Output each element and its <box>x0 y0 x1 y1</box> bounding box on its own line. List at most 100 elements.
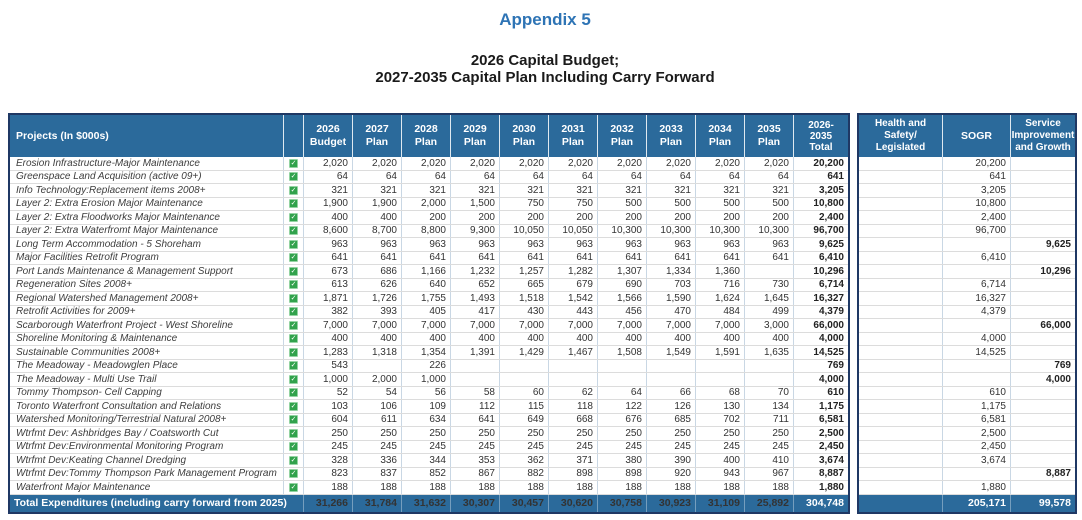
year-value-cell: 702 <box>696 413 745 426</box>
checkbox-cell: ✓ <box>284 454 304 467</box>
year-value-cell: 963 <box>647 238 696 251</box>
service-growth-cell <box>1011 441 1075 454</box>
project-name-cell: Regional Watershed Management 2008+ <box>10 292 284 305</box>
year-value-cell: 321 <box>598 184 647 197</box>
checkbox-icon[interactable]: ✓ <box>289 253 298 263</box>
year-value-cell: 641 <box>500 251 549 264</box>
year-value-cell: 64 <box>598 170 647 183</box>
checkbox-icon[interactable]: ✓ <box>289 158 298 168</box>
year-value-cell: 716 <box>696 278 745 291</box>
row-total-cell: 66,000 <box>813 319 844 331</box>
year-column-header: 2031 Plan <box>549 115 598 157</box>
checkbox-icon[interactable]: ✓ <box>289 320 298 330</box>
health-safety-column-header: Health and Safety/Legislated <box>859 115 943 157</box>
checkbox-icon[interactable]: ✓ <box>289 185 298 195</box>
year-value-cell <box>696 373 745 386</box>
sogr-cell <box>943 319 1011 332</box>
category-row: 6,714 <box>859 278 1075 292</box>
year-value-cell: 963 <box>304 238 353 251</box>
table-row: Tommy Thompson- Cell Capping ✓ 52 54 56 58 60 6… <box>10 386 848 400</box>
category-row: 6,581 <box>859 413 1075 427</box>
year-value-cell: 10,300 <box>647 224 696 237</box>
sogr-cell <box>943 238 1011 251</box>
checkbox-icon[interactable]: ✓ <box>289 469 298 479</box>
row-total-cell: 2,400 <box>818 211 844 223</box>
year-value-cell <box>745 265 794 278</box>
year-value-cell: 1,542 <box>549 292 598 305</box>
year-value-cell: 641 <box>598 251 647 264</box>
checkbox-icon[interactable]: ✓ <box>289 401 298 411</box>
year-value-cell: 321 <box>696 184 745 197</box>
header-line: Improvement <box>1011 130 1075 141</box>
checkbox-icon[interactable]: ✓ <box>289 199 298 209</box>
category-row: 16,327 <box>859 292 1075 306</box>
year-value-cell: 245 <box>598 440 647 453</box>
checkbox-icon[interactable]: ✓ <box>289 415 298 425</box>
row-total-cell: 610 <box>827 387 844 399</box>
year-value-cell: 393 <box>353 305 402 318</box>
project-name-cell: Erosion Infrastructure-Major Maintenance <box>10 157 284 170</box>
checkbox-icon[interactable]: ✓ <box>289 212 298 222</box>
year-value-cell: 52 <box>304 386 353 399</box>
sogr-cell: 20,200 <box>943 157 1011 170</box>
year-value-cell: 188 <box>451 481 500 494</box>
service-growth-cell <box>1011 171 1075 184</box>
year-value-cell: 70 <box>745 386 794 399</box>
year-value-cell: 703 <box>647 278 696 291</box>
checkbox-icon[interactable]: ✓ <box>289 374 298 384</box>
year-value-cell: 380 <box>598 454 647 467</box>
checkbox-cell: ✓ <box>284 386 304 399</box>
table-row: Layer 2: Extra Erosion Major Maintenance… <box>10 197 848 211</box>
checkbox-icon[interactable]: ✓ <box>289 388 298 398</box>
checkbox-icon[interactable]: ✓ <box>289 293 298 303</box>
checkbox-icon[interactable]: ✓ <box>289 266 298 276</box>
project-name-cell: Layer 2: Extra Waterfromt Major Maintena… <box>10 224 284 237</box>
checkbox-icon[interactable]: ✓ <box>289 172 298 182</box>
row-total-cell: 14,525 <box>813 346 844 358</box>
checkbox-icon[interactable]: ✓ <box>289 239 298 249</box>
row-total-cell: 4,379 <box>818 306 844 318</box>
checkbox-icon[interactable]: ✓ <box>289 347 298 357</box>
year-value-cell: 1,318 <box>353 346 402 359</box>
year-value-cell: 1,591 <box>696 346 745 359</box>
subtitle-line-2: 2027-2035 Capital Plan Including Carry F… <box>375 69 715 86</box>
checkbox-icon[interactable]: ✓ <box>289 482 298 492</box>
year-value-cell: 963 <box>745 238 794 251</box>
year-value-cell: 641 <box>647 251 696 264</box>
checkbox-cell: ✓ <box>284 413 304 426</box>
checkbox-cell: ✓ <box>284 332 304 345</box>
checkbox-icon[interactable]: ✓ <box>289 428 298 438</box>
checkbox-icon[interactable]: ✓ <box>289 334 298 344</box>
year-value-cell: 188 <box>647 481 696 494</box>
row-total-cell: 2,500 <box>818 427 844 439</box>
year-value-cell: 400 <box>353 211 402 224</box>
checkbox-icon[interactable]: ✓ <box>289 442 298 452</box>
sogr-cell: 3,205 <box>943 184 1011 197</box>
year-value-cell: 400 <box>500 332 549 345</box>
checkbox-icon[interactable]: ✓ <box>289 226 298 236</box>
checkbox-cell: ✓ <box>284 157 304 170</box>
year-value-cell: 679 <box>549 278 598 291</box>
checkbox-icon[interactable]: ✓ <box>289 455 298 465</box>
year-column-header: 2033 Plan <box>647 115 696 157</box>
year-value-cell: 226 <box>402 359 451 372</box>
category-table-header-row: Health and Safety/Legislated SOGR Service… <box>859 115 1075 157</box>
year-column-header: 2028 Plan <box>402 115 451 157</box>
checkbox-icon[interactable]: ✓ <box>289 361 298 371</box>
table-row: Port Lands Maintenance & Management Supp… <box>10 265 848 279</box>
row-total-cell: 96,700 <box>813 225 844 237</box>
year-value-cell: 410 <box>745 454 794 467</box>
sogr-cell: 2,500 <box>943 427 1011 440</box>
year-value-cell: 400 <box>549 332 598 345</box>
year-value-cell: 943 <box>696 467 745 480</box>
year-value-cell: 417 <box>451 305 500 318</box>
sogr-cell: 610 <box>943 386 1011 399</box>
table-row: Regeneration Sites 2008+ ✓ 613 626 640 652 665… <box>10 278 848 292</box>
year-value-cell: 109 <box>402 400 451 413</box>
checkbox-icon[interactable]: ✓ <box>289 307 298 317</box>
year-column-header: 2027 Plan <box>353 115 402 157</box>
year-value-cell: 321 <box>451 184 500 197</box>
checkbox-icon[interactable]: ✓ <box>289 280 298 290</box>
header-line: Plan <box>365 136 389 148</box>
